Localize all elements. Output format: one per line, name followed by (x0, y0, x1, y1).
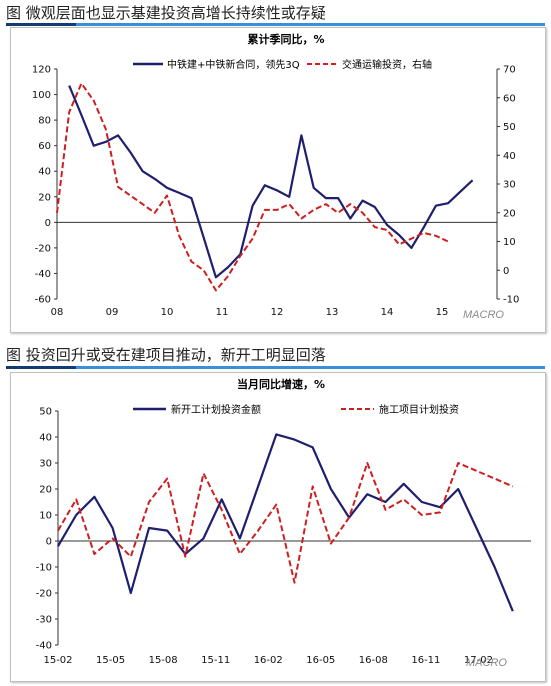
chart-panel-2: 当月同比增速，% 新开工计划投资金额 施工项目计划投资 -40 -30 -20 -10… (10, 372, 546, 682)
chart-1-y2-tick-label: 30 (503, 180, 516, 191)
chart-1-y-tick-label: -60 (35, 295, 51, 306)
chart-1-legend-label-dashed: 交通运输投资，右轴 (342, 58, 432, 71)
chart-1-x-tick-label: 11 (216, 307, 229, 318)
chart-1-y2-tick-label: 40 (503, 151, 516, 162)
chart-2-y-tick-label: 40 (39, 433, 52, 444)
chart-1-y2-tick-label: 10 (503, 237, 516, 248)
chart-1-y-tick-label: 40 (38, 167, 51, 178)
chart-1-y-tick-label: 0 (45, 218, 51, 229)
chart-2-x-tick-label: 17-02 (464, 655, 493, 666)
watermark-1: MACRO (463, 309, 504, 321)
chart-1-x-tick-label: 09 (106, 307, 119, 318)
chart-1-x-tick-label: 14 (381, 307, 394, 318)
chart-1-series (56, 82, 474, 292)
chart-2-y-tick-label: 0 (46, 537, 52, 548)
chart-1-y2-tick-label: 0 (503, 266, 509, 277)
chart-2-series-dashed-line (57, 462, 514, 584)
chart-2-x-tick-label: 15-08 (149, 655, 178, 666)
chart-2: 当月同比增速，% 新开工计划投资金额 施工项目计划投资 -40 -30 -20 -10… (36, 377, 531, 666)
chart-2-x-tick-label: 15-05 (96, 655, 125, 666)
figure-caption-1: 图 微观层面也显示基建投资高增长持续性或存疑 (6, 4, 326, 22)
chart-panel-1: 累计季同比，% 中铁建+中铁新合同，领先3Q 交通运输投资，右轴 -60 -40-… (10, 27, 546, 333)
chart-1: 累计季同比，% 中铁建+中铁新合同，领先3Q 交通运输投资，右轴 -60-40-… (32, 32, 519, 319)
chart-1-y-tick-label: 100 (32, 90, 51, 101)
chart-1-y2-tick-label: 60 (503, 93, 516, 104)
chart-2-x-tick-label: 16-08 (359, 655, 388, 666)
chart-2-y-tick-label: 50 (39, 407, 52, 418)
chart-1-x-tick-label: 10 (161, 307, 174, 318)
chart-2-x-tick-label: 15-11 (201, 655, 230, 666)
chart-1-series-solid-line (68, 85, 474, 279)
caption-underline-2 (6, 366, 545, 369)
chart-2-y-tick-label: 30 (39, 459, 52, 470)
chart-2-y-tick-label: -10 (36, 563, 52, 574)
figure-caption-2: 图 投资回升或受在建项目推动，新开工明显回落 (6, 346, 326, 364)
chart-1-y2-tick-label: 50 (503, 122, 516, 133)
chart-1-y2-tick-label: 20 (503, 208, 516, 219)
chart-1-series-dashed-line (56, 82, 449, 292)
chart-2-x-tick-label: 16-05 (306, 655, 335, 666)
chart-2-y-tick-label: -30 (36, 615, 52, 626)
chart-1-x-tick-label: 15 (436, 307, 449, 318)
chart-1-y-tick-label: -20 (35, 243, 51, 254)
chart-2-series-solid-line (57, 433, 514, 612)
chart-2-legend-label-dashed: 施工项目计划投资 (379, 403, 459, 416)
chart-1-y2-tick-label: 70 (503, 65, 516, 76)
chart-2-y-tick-label: 10 (39, 511, 52, 522)
chart-1-y-tick-label: 120 (32, 65, 51, 76)
watermark-2: MACRO (466, 657, 507, 669)
chart-2-legend-label-solid: 新开工计划投资金额 (171, 403, 261, 416)
caption-underline-1 (6, 23, 545, 26)
chart-1-x-tick-label: 13 (326, 307, 339, 318)
chart-1-y-tick-label: -40 (35, 269, 51, 280)
chart-1-x-tick-label: 08 (51, 307, 64, 318)
chart-2-axes: -40 -30 -20 -10 0 10 20 30 40 50 15-02 15-05 15-08 15… (36, 407, 531, 666)
chart-2-x-tick-label: 16-02 (254, 655, 283, 666)
chart-1-y-tick-label: 20 (38, 192, 51, 203)
chart-1-legend-label-solid: 中铁建+中铁新合同，领先3Q (167, 58, 300, 71)
chart-2-series (57, 433, 514, 612)
chart-2-y-tick-label: 20 (39, 485, 52, 496)
chart-2-x-tick-label: 15-02 (43, 655, 72, 666)
chart-1-axes: -60 -40 -20 0 20 40 60 80 100 120 -10 0 10 20 30 40 50 60… (32, 65, 519, 319)
chart-2-title: 当月同比增速，% (237, 377, 325, 391)
chart-1-y2-tick-label: -10 (503, 295, 519, 306)
chart-1-y-tick-label: 60 (38, 141, 51, 152)
chart-1-x-tick-label: 12 (271, 307, 284, 318)
chart-1-y-tick-label: 80 (38, 116, 51, 127)
chart-2-y-tick-label: -20 (36, 589, 52, 600)
chart-2-y-tick-label: -40 (36, 641, 52, 652)
chart-2-x-tick-label: 16-11 (411, 655, 440, 666)
chart-1-title: 累计季同比，% (247, 32, 324, 46)
